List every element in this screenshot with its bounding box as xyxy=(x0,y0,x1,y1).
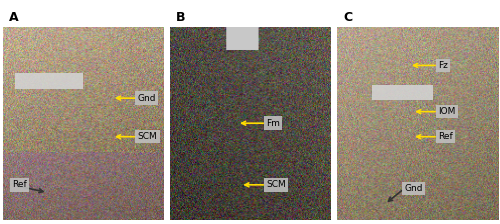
Bar xyxy=(16,73,83,89)
Text: Fm: Fm xyxy=(266,119,280,128)
Text: Ref: Ref xyxy=(12,180,27,189)
Text: A: A xyxy=(9,11,18,24)
Text: C: C xyxy=(343,11,352,24)
Text: B: B xyxy=(176,11,186,24)
Text: Gnd: Gnd xyxy=(138,94,156,103)
Text: SCM: SCM xyxy=(266,180,286,189)
Text: IOM: IOM xyxy=(438,107,456,116)
Bar xyxy=(372,85,433,100)
Text: SCM: SCM xyxy=(138,132,158,141)
Text: Fz: Fz xyxy=(438,61,448,70)
Text: Gnd: Gnd xyxy=(404,184,422,193)
Text: Ref: Ref xyxy=(438,132,452,141)
